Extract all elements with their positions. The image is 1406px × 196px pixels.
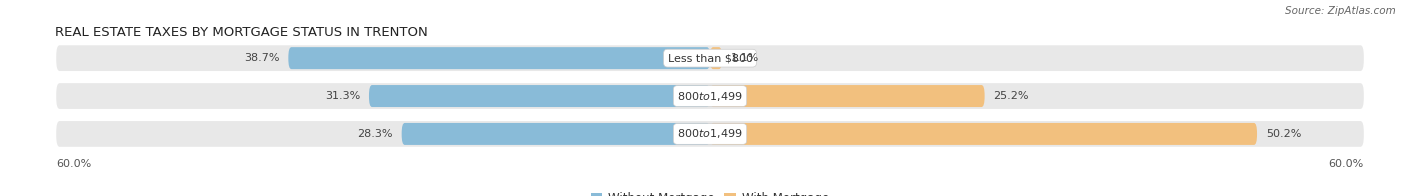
FancyBboxPatch shape	[56, 45, 1364, 71]
Text: Source: ZipAtlas.com: Source: ZipAtlas.com	[1285, 6, 1396, 16]
FancyBboxPatch shape	[402, 123, 710, 145]
Text: 31.3%: 31.3%	[325, 91, 360, 101]
FancyBboxPatch shape	[710, 123, 1257, 145]
Legend: Without Mortgage, With Mortgage: Without Mortgage, With Mortgage	[586, 187, 834, 196]
Text: $800 to $1,499: $800 to $1,499	[678, 127, 742, 140]
Text: 25.2%: 25.2%	[993, 91, 1029, 101]
Text: 28.3%: 28.3%	[357, 129, 392, 139]
FancyBboxPatch shape	[710, 85, 984, 107]
Text: 50.2%: 50.2%	[1265, 129, 1301, 139]
FancyBboxPatch shape	[56, 83, 1364, 109]
Text: 38.7%: 38.7%	[245, 53, 280, 63]
Text: REAL ESTATE TAXES BY MORTGAGE STATUS IN TRENTON: REAL ESTATE TAXES BY MORTGAGE STATUS IN …	[55, 26, 427, 39]
Text: 60.0%: 60.0%	[56, 159, 91, 169]
Text: 1.1%: 1.1%	[731, 53, 759, 63]
Text: $800 to $1,499: $800 to $1,499	[678, 90, 742, 103]
FancyBboxPatch shape	[288, 47, 710, 69]
FancyBboxPatch shape	[710, 47, 723, 69]
FancyBboxPatch shape	[368, 85, 710, 107]
FancyBboxPatch shape	[56, 121, 1364, 147]
Text: 60.0%: 60.0%	[1329, 159, 1364, 169]
Text: Less than $800: Less than $800	[668, 53, 752, 63]
